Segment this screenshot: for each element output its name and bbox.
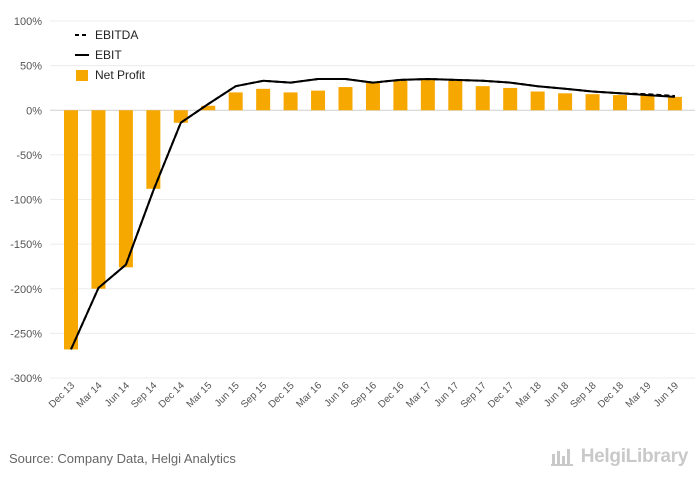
library-icon [550, 449, 573, 466]
ebitda-line [70, 78, 675, 350]
y-tick-label: 100% [14, 16, 42, 28]
net-profit-bar [558, 93, 573, 111]
x-tick-label: Mar 19 [624, 380, 654, 410]
y-tick-label: -100% [10, 195, 42, 207]
x-tick-label: Dec 15 [267, 380, 297, 410]
net-profit-bar [420, 79, 435, 111]
x-tick-label: Jun 14 [103, 380, 132, 409]
x-tick-label: Mar 17 [404, 380, 434, 410]
x-tick-label: Mar 18 [514, 380, 544, 410]
net-profit-bar [338, 87, 353, 111]
legend-item-net-profit: Net Profit [76, 68, 146, 82]
net-profit-bar [201, 105, 216, 111]
x-tick-label: Dec 17 [486, 380, 516, 410]
legend-item-ebit: EBIT [75, 48, 122, 62]
x-tick-label: Sep 14 [129, 380, 159, 410]
net-profit-bar [365, 81, 380, 111]
source-note: Source: Company Data, Helgi Analytics [9, 451, 236, 466]
net-profit-bar [256, 88, 271, 111]
legend-swatch-net-profit [76, 70, 88, 81]
net-profit-bar [585, 94, 600, 111]
net-profit-bar [640, 95, 655, 111]
net-profit-bar [146, 110, 161, 189]
net-profit-bar [667, 96, 682, 111]
legend-label-net-profit: Net Profit [95, 68, 146, 82]
x-tick-label: Sep 16 [349, 380, 379, 410]
x-tick-label: Mar 16 [294, 380, 324, 410]
brand-name: HelgiLibrary [580, 446, 689, 467]
legend-label-ebitda: EBITDA [95, 28, 138, 42]
net-profit-bar [118, 110, 133, 268]
y-tick-label: -300% [10, 373, 42, 385]
net-profit-bar [613, 95, 627, 111]
x-tick-label: Dec 18 [596, 380, 626, 410]
y-tick-label: -200% [10, 284, 42, 296]
y-tick-label: 0% [26, 105, 42, 117]
x-tick-label: Jun 18 [542, 380, 571, 409]
net-profit-bar [448, 80, 463, 111]
x-tick-label: Sep 17 [459, 380, 489, 410]
legend-item-ebitda: EBITDA [75, 28, 138, 42]
y-tick-label: 50% [20, 61, 42, 73]
net-profit-bar [283, 92, 298, 111]
net-profit-bar [64, 110, 78, 350]
net-profit-bar [475, 86, 490, 111]
x-tick-label: Sep 18 [568, 380, 598, 410]
x-tick-label: Dec 16 [376, 380, 406, 410]
chart: 100% 50% 0% -50% -100% -150% -200% -250% -300% D… [10, 16, 695, 411]
y-tick-label: -250% [10, 328, 42, 340]
net-profit-bar [393, 80, 408, 111]
net-profit-bar [91, 110, 106, 289]
net-profit-bar [228, 92, 243, 111]
net-profit-bar [503, 87, 518, 111]
y-axis-ticks: 100% 50% 0% -50% -100% -150% -200% -250% -300% [10, 16, 42, 385]
x-tick-label: Sep 15 [239, 380, 269, 410]
net-profit-bar [173, 110, 188, 123]
x-tick-label: Dec 14 [157, 380, 187, 410]
x-tick-label: Jun 19 [652, 380, 681, 409]
brand-logo: HelgiLibrary [550, 446, 689, 468]
x-tick-label: Jun 17 [432, 380, 461, 409]
net-profit-bar [311, 90, 326, 111]
x-tick-label: Mar 15 [185, 380, 215, 410]
legend-label-ebit: EBIT [95, 48, 122, 62]
ebit-line [70, 78, 675, 350]
x-tick-label: Jun 15 [213, 380, 242, 409]
gridlines [50, 20, 695, 379]
y-tick-label: -50% [16, 150, 42, 162]
net-profit-bar [530, 91, 545, 111]
x-tick-label: Mar 14 [75, 380, 105, 410]
net-profit-bars [64, 79, 682, 350]
x-tick-label: Jun 16 [323, 380, 352, 409]
y-tick-label: -150% [10, 239, 42, 251]
legend: EBITDA EBIT Net Profit [75, 28, 146, 82]
series-lines [70, 78, 675, 350]
x-tick-label: Dec 13 [47, 380, 77, 410]
